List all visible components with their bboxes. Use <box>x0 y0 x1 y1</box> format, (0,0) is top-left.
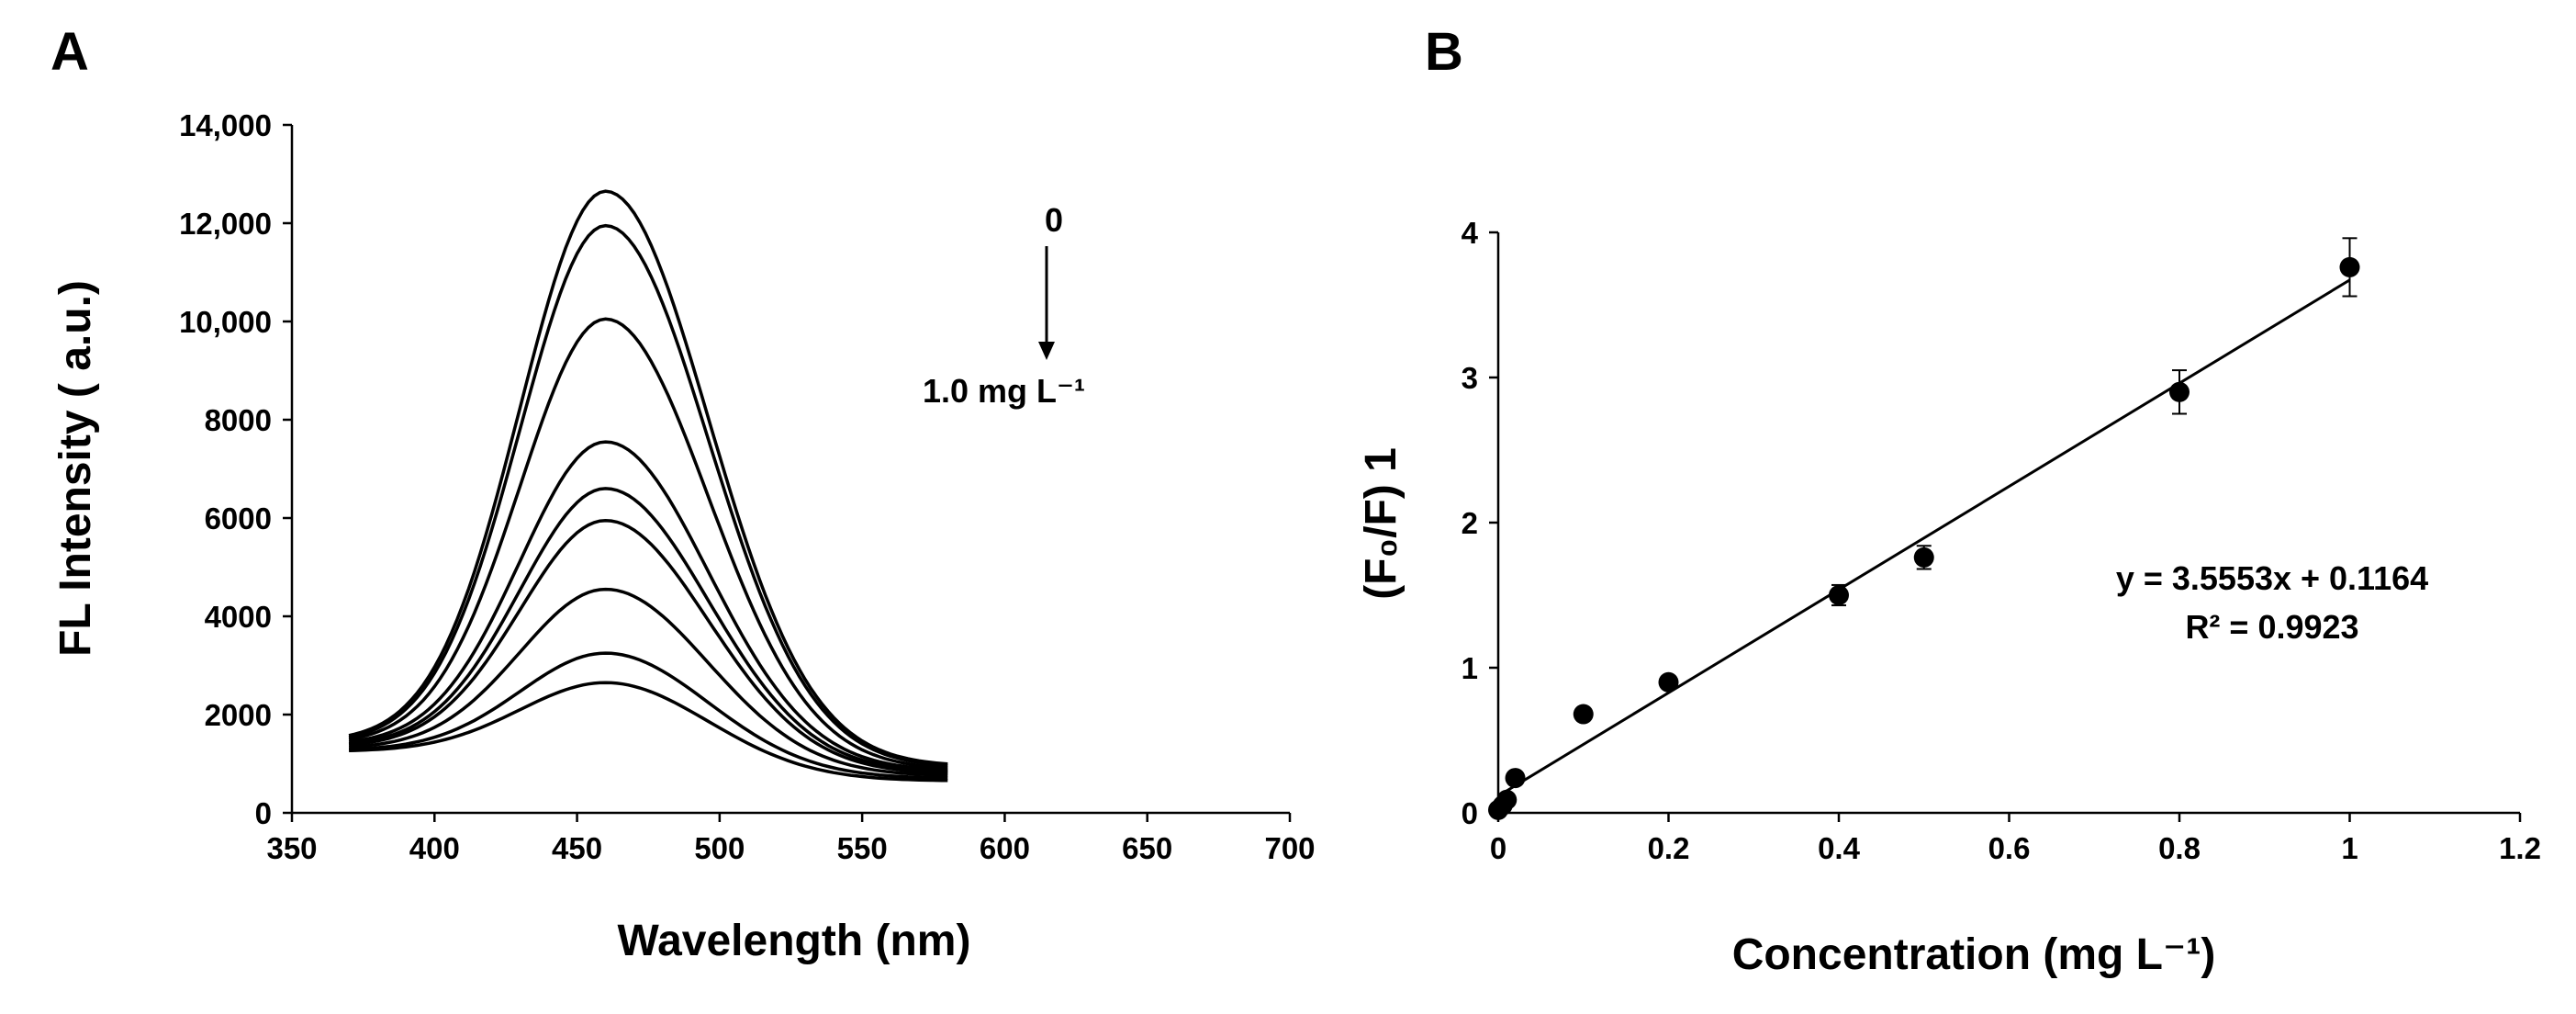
x-tick-label: 500 <box>694 831 745 865</box>
annotation-arrow-head <box>1038 342 1055 360</box>
x-tick-label: 700 <box>1264 831 1315 865</box>
panel-b-label: B <box>1425 22 1463 82</box>
y-tick-label: 3 <box>1462 361 1478 395</box>
panel-b-fit-line <box>1497 278 2351 797</box>
panel-a-y-ticks: 0 2000 4000 6000 8000 10,000 12,000 14,000 <box>179 108 292 830</box>
y-tick-label: 6000 <box>205 501 272 535</box>
data-marker <box>1913 546 1934 568</box>
spectrum-curve-4 <box>348 440 948 772</box>
data-marker <box>1496 789 1518 810</box>
spectrum-curve-7 <box>348 587 948 777</box>
panel-a-y-axis-title: FL Intensity ( a.u.) <box>51 280 100 657</box>
y-tick-label: 8000 <box>205 403 272 437</box>
data-marker <box>1829 585 1849 605</box>
data-point <box>1496 789 1518 810</box>
linear-fit-line <box>1497 278 2351 797</box>
data-marker <box>1658 671 1679 693</box>
y-tick-label: 10,000 <box>179 305 272 339</box>
data-point <box>2339 237 2360 298</box>
panel-b-y-axis-title: (F₀/F) 1 <box>1357 447 1406 600</box>
spectrum-curve-3 <box>348 317 948 770</box>
x-tick-label: 0.4 <box>1818 831 1861 865</box>
spectrum-curve-9 <box>349 681 948 783</box>
x-tick-label: 0 <box>1490 831 1506 865</box>
panel-a-x-axis-title: Wavelength (nm) <box>618 917 971 965</box>
y-tick-label: 2 <box>1462 506 1478 540</box>
panel-a-curves <box>348 189 948 783</box>
panel-a-label: A <box>50 22 89 82</box>
data-marker <box>1573 704 1594 725</box>
x-tick-label: 450 <box>552 831 602 865</box>
data-point <box>2169 369 2190 415</box>
y-tick-label: 2000 <box>205 698 272 732</box>
x-tick-label: 600 <box>980 831 1030 865</box>
x-tick-label: 1.2 <box>2499 831 2541 865</box>
x-tick-label: 400 <box>409 831 460 865</box>
y-tick-label: 4 <box>1462 216 1479 250</box>
data-marker <box>2339 256 2360 277</box>
y-tick-label: 0 <box>255 796 272 830</box>
y-tick-label: 4000 <box>205 600 272 634</box>
x-tick-label: 0.6 <box>1988 831 2031 865</box>
spectrum-curve-8 <box>349 651 948 780</box>
panel-a-x-ticks: 350 400 450 500 550 600 650 700 <box>266 813 1316 865</box>
annotation-start-label: 0 <box>1045 201 1063 239</box>
data-point <box>1829 583 1849 607</box>
y-tick-label: 12,000 <box>179 207 272 241</box>
spectrum-curve-6 <box>348 518 948 775</box>
y-tick-label: 0 <box>1462 796 1478 830</box>
spectrum-curve-1 <box>348 189 948 766</box>
spectrum-curve-2 <box>348 223 948 768</box>
data-point <box>1505 768 1526 789</box>
x-tick-label: 650 <box>1122 831 1172 865</box>
data-marker <box>1505 768 1526 789</box>
data-point <box>1913 545 1934 570</box>
panel-b-y-ticks: 0 1 2 3 4 <box>1462 216 1498 830</box>
x-tick-label: 0.2 <box>1648 831 1690 865</box>
panel-b-x-axis-title: Concentration (mg L⁻¹) <box>1732 930 2216 979</box>
x-tick-label: 550 <box>837 831 888 865</box>
spectrum-curve-5 <box>348 487 948 773</box>
panel-b-chart: B 0 1 2 3 4 0 0.2 0.4 0.6 0.8 1 1.2 Concentration … <box>1357 22 2541 979</box>
y-tick-label: 14,000 <box>179 108 272 142</box>
fit-r2-label: R² = 0.9923 <box>2185 608 2358 646</box>
data-point <box>1658 671 1679 693</box>
x-tick-label: 350 <box>266 831 317 865</box>
fit-equation-label: y = 3.5553x + 0.1164 <box>2116 559 2428 597</box>
panel-b-x-ticks: 0 0.2 0.4 0.6 0.8 1 1.2 <box>1490 813 2541 865</box>
panel-b-points <box>1488 237 2360 820</box>
annotation-end-label: 1.0 mg L⁻¹ <box>923 372 1085 410</box>
x-tick-label: 0.8 <box>2158 831 2201 865</box>
data-marker <box>2169 381 2190 402</box>
data-point <box>1573 704 1594 725</box>
y-tick-label: 1 <box>1462 651 1478 685</box>
x-tick-label: 1 <box>2341 831 2358 865</box>
concentration-annotation: 0 1.0 mg L⁻¹ <box>923 201 1085 410</box>
